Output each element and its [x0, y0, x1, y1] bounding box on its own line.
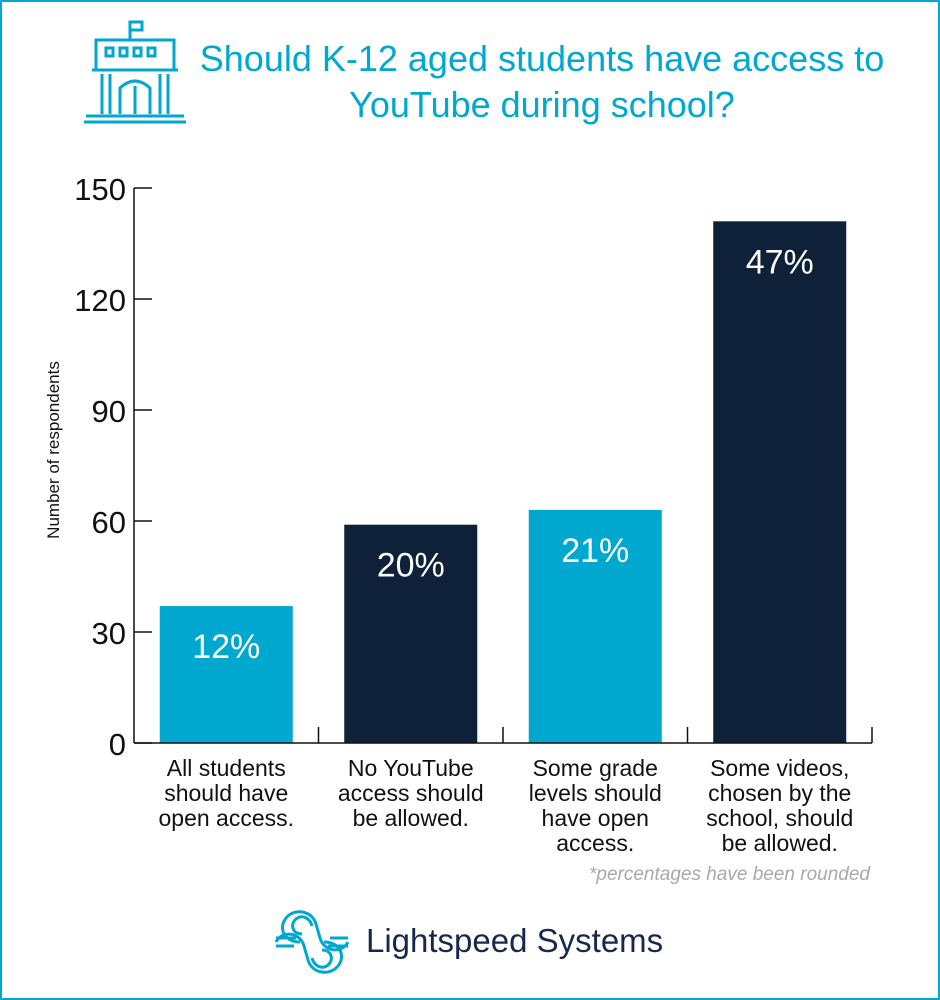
x-tick-label-line: All students	[166, 755, 286, 781]
data-label-4: 47%	[746, 243, 814, 281]
y-tick-label-150: 150	[74, 172, 126, 207]
y-tick-label-90: 90	[92, 394, 126, 429]
x-tick-label-4: Some videos, chosen by the school, should b…	[690, 756, 870, 856]
bar-1	[159, 606, 293, 743]
bar-4	[713, 221, 847, 744]
data-label-3: 21%	[561, 532, 629, 570]
y-tick-label-0: 0	[109, 727, 126, 762]
x-tick-label-1: All students should have open access.	[136, 756, 316, 831]
x-tick-label-line: school, should	[706, 805, 854, 831]
chart-title: Should K-12 aged students have access to…	[199, 38, 885, 125]
x-tick-label-line: access should	[337, 780, 484, 806]
x-tick-label-line: open access.	[158, 805, 295, 831]
data-label-2: 20%	[377, 547, 445, 585]
y-tick-label-30: 30	[92, 616, 126, 651]
bar-chart: 0 30 60 90 120 150 12% 20% 21% 47%	[74, 172, 873, 762]
school-building-icon	[84, 20, 186, 124]
footnote: *percentages have been rounded	[588, 864, 870, 885]
lightspeed-logo-icon	[274, 910, 350, 974]
bar-2	[344, 524, 478, 743]
x-tick-label-line: No YouTube	[347, 755, 474, 781]
x-tick-label-line: be allowed.	[352, 805, 469, 831]
x-tick-label-line: Some videos,	[710, 755, 850, 781]
x-tick-label-3: Some grade levels should have open access.	[505, 756, 685, 856]
x-tick-label-line: access.	[556, 830, 635, 856]
x-tick-label-line: should have	[164, 780, 289, 806]
x-tick-label-line: chosen by the	[708, 780, 852, 806]
data-label-1: 12%	[192, 628, 260, 666]
brand-name: Lightspeed Systems	[366, 922, 664, 959]
x-tick-label-line: be allowed.	[721, 830, 838, 856]
x-tick-label-line: Some grade	[532, 755, 658, 781]
y-tick-label-60: 60	[92, 505, 126, 540]
x-tick-label-2: No YouTube access should be allowed.	[321, 756, 501, 831]
bar-3	[528, 509, 662, 743]
x-tick-label-line: have open	[541, 805, 649, 831]
y-tick-label-120: 120	[74, 283, 126, 318]
x-tick-label-line: levels should	[528, 780, 662, 806]
